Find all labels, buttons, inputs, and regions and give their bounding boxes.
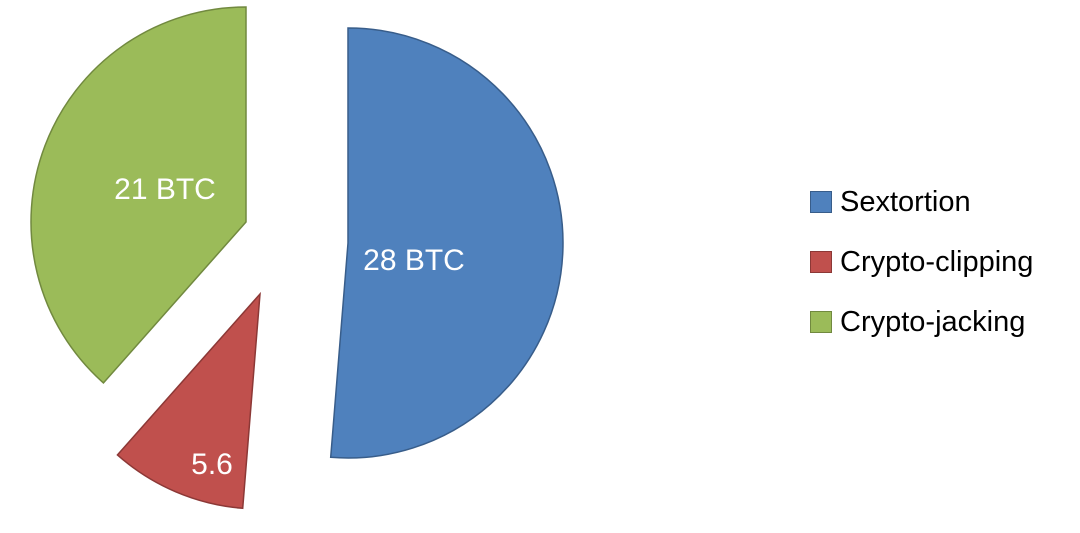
pie-chart: 28 BTC 5.6 21 BTC	[30, 6, 564, 510]
slice-label-crypto-jacking: 21 BTC	[114, 173, 216, 206]
legend-item-crypto-jacking[interactable]: Crypto-jacking	[810, 292, 1033, 352]
slice-label-sextortion: 28 BTC	[363, 244, 465, 277]
legend-label-sextortion: Sextortion	[840, 185, 971, 218]
slice-sextortion[interactable]	[329, 27, 564, 459]
legend-swatch-crypto-clipping	[810, 251, 832, 273]
legend-label-crypto-clipping: Crypto-clipping	[840, 245, 1034, 278]
slice-crypto-jacking[interactable]	[30, 6, 247, 384]
legend-item-crypto-clipping[interactable]: Crypto-clipping	[810, 232, 1033, 292]
chart-legend: Sextortion Crypto-clipping Crypto-jackin…	[810, 172, 1033, 352]
legend-swatch-sextortion	[810, 191, 832, 213]
legend-item-sextortion[interactable]: Sextortion	[810, 172, 1033, 232]
slice-label-crypto-clipping: 5.6	[191, 448, 233, 481]
slice-crypto-clipping[interactable]	[116, 291, 261, 510]
legend-label-crypto-jacking: Crypto-jacking	[840, 305, 1026, 338]
legend-swatch-crypto-jacking	[810, 311, 832, 333]
